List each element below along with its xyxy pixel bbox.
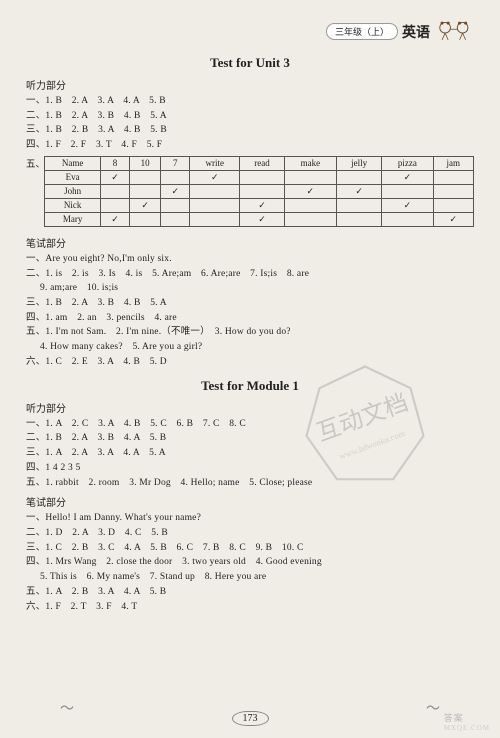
- table-cell: ✓: [129, 198, 161, 212]
- table-cell: [129, 184, 161, 198]
- table-row: Nick ✓ ✓ ✓: [45, 198, 474, 212]
- bears-icon: [436, 18, 474, 45]
- m1-l-row1: 一、1. A 2. C 3. A 4. B 5. C 6. B 7. C 8. …: [26, 417, 474, 432]
- flourish-left-icon: 〜: [60, 698, 74, 718]
- table-header: 8: [101, 156, 130, 170]
- table-cell: ✓: [190, 170, 240, 184]
- table-cell: ✓: [433, 212, 473, 226]
- u3-w-row4: 四、1. am 2. an 3. pencils 4. are: [26, 311, 474, 326]
- table-cell: [240, 184, 284, 198]
- table-header: Name: [45, 156, 101, 170]
- table-cell: [336, 170, 381, 184]
- m1-w-row1: 一、Hello! I am Danny. What's your name?: [26, 511, 474, 526]
- u3-l-row2: 二、1. B 2. A 3. B 4. B 5. A: [26, 109, 474, 124]
- module1-title: Test for Module 1: [26, 378, 474, 394]
- m1-l-row5: 五、1. rabbit 2. room 3. Mr Dog 4. Hello; …: [26, 476, 474, 491]
- u3-w-row3: 三、1. B 2. A 3. B 4. B 5. A: [26, 296, 474, 311]
- u3-l-table: Name8107writereadmakejellypizzajam Eva✓✓…: [44, 156, 474, 227]
- u3-l-row3: 三、1. B 2. B 3. A 4. B 5. B: [26, 123, 474, 138]
- unit3-written-label: 笔试部分: [26, 235, 474, 250]
- table-cell: ✓: [336, 184, 381, 198]
- m1-listening-label: 听力部分: [26, 400, 474, 415]
- table-cell-name: Eva: [45, 170, 101, 184]
- u3-w-row5: 五、1. I'm not Sam. 2. I'm nine.（不唯一） 3. H…: [26, 325, 474, 340]
- site-name: 答案: [444, 713, 464, 723]
- subject-label: 英语: [402, 22, 430, 42]
- table-cell: [284, 212, 336, 226]
- unit3-title: Test for Unit 3: [26, 55, 474, 71]
- table-cell: [101, 198, 130, 212]
- u3-l-row4: 四、1. F 2. F 3. T 4. F 5. F: [26, 138, 474, 153]
- table-cell: [161, 198, 190, 212]
- site-domain: MXQE.COM: [444, 724, 490, 732]
- unit3-listening-label: 听力部分: [26, 77, 474, 92]
- table-cell-name: Mary: [45, 212, 101, 226]
- m1-l-row4: 四、1 4 2 3 5: [26, 461, 474, 476]
- table-header: pizza: [382, 156, 433, 170]
- flourish-right-icon: 〜: [426, 698, 440, 718]
- table-cell: ✓: [240, 212, 284, 226]
- table-row: Mary✓✓✓: [45, 212, 474, 226]
- grade-badge: 三年级（上）: [326, 23, 398, 40]
- table-header: make: [284, 156, 336, 170]
- table-cell: [161, 170, 190, 184]
- table-cell: [433, 184, 473, 198]
- u3-l-row1: 一、1. B 2. A 3. A 4. A 5. B: [26, 94, 474, 109]
- table-header: 10: [129, 156, 161, 170]
- m1-w-row3: 三、1. C 2. B 3. C 4. A 5. B 6. C 7. B 8. …: [26, 541, 474, 556]
- table-cell: ✓: [382, 198, 433, 212]
- table-cell: ✓: [240, 198, 284, 212]
- m1-l-row2: 二、1. B 2. A 3. B 4. A 5. B: [26, 431, 474, 446]
- table-cell: ✓: [382, 170, 433, 184]
- page-header: 三年级（上） 英语: [26, 18, 474, 45]
- table-header: jelly: [336, 156, 381, 170]
- table-cell: ✓: [101, 212, 130, 226]
- table-cell: ✓: [284, 184, 336, 198]
- table-cell: [129, 212, 161, 226]
- m1-w-row4b: 5. This is 6. My name's 7. Stand up 8. H…: [26, 570, 474, 585]
- m1-written-label: 笔试部分: [26, 494, 474, 509]
- table-cell: [129, 170, 161, 184]
- table-cell: [240, 170, 284, 184]
- table-cell: [433, 198, 473, 212]
- table-cell: [284, 198, 336, 212]
- m1-w-row6: 六、1. F 2. T 3. F 4. T: [26, 600, 474, 615]
- u3-w-row5b: 4. How many cakes? 5. Are you a girl?: [26, 340, 474, 355]
- table-cell: [336, 212, 381, 226]
- u3-w-row2: 二、1. is 2. is 3. Is 4. is 5. Are;am 6. A…: [26, 267, 474, 282]
- table-header: 7: [161, 156, 190, 170]
- table-cell: [190, 184, 240, 198]
- table-cell: [161, 212, 190, 226]
- m1-w-row5: 五、1. A 2. B 3. A 4. A 5. B: [26, 585, 474, 600]
- table-cell: [433, 170, 473, 184]
- table-cell: [101, 184, 130, 198]
- table-cell: [284, 170, 336, 184]
- table-row: Eva✓✓✓: [45, 170, 474, 184]
- table-cell-name: Nick: [45, 198, 101, 212]
- page-footer: 〜 173 〜: [0, 711, 500, 726]
- site-watermark: 答案MXQE.COM: [444, 711, 490, 732]
- table-cell-name: John: [45, 184, 101, 198]
- table-header: jam: [433, 156, 473, 170]
- m1-l-row3: 三、1. A 2. A 3. A 4. A 5. A: [26, 446, 474, 461]
- table-cell: ✓: [101, 170, 130, 184]
- table-cell: [190, 212, 240, 226]
- table-cell: [382, 212, 433, 226]
- m1-w-row2: 二、1. D 2. A 3. D 4. C 5. B: [26, 526, 474, 541]
- m1-w-row4: 四、1. Mrs Wang 2. close the door 3. two y…: [26, 555, 474, 570]
- page-number: 173: [232, 711, 269, 726]
- table-cell: [190, 198, 240, 212]
- table-cell: [382, 184, 433, 198]
- u3-l-row5-label: 五、: [26, 153, 44, 170]
- table-header: write: [190, 156, 240, 170]
- table-cell: ✓: [161, 184, 190, 198]
- u3-w-row2b: 9. am;are 10. is;is: [26, 281, 474, 296]
- u3-w-row1: 一、Are you eight? No,I'm only six.: [26, 252, 474, 267]
- table-row: John✓✓✓: [45, 184, 474, 198]
- table-cell: [336, 198, 381, 212]
- u3-w-row6: 六、1. C 2. E 3. A 4. B 5. D: [26, 355, 474, 370]
- table-header: read: [240, 156, 284, 170]
